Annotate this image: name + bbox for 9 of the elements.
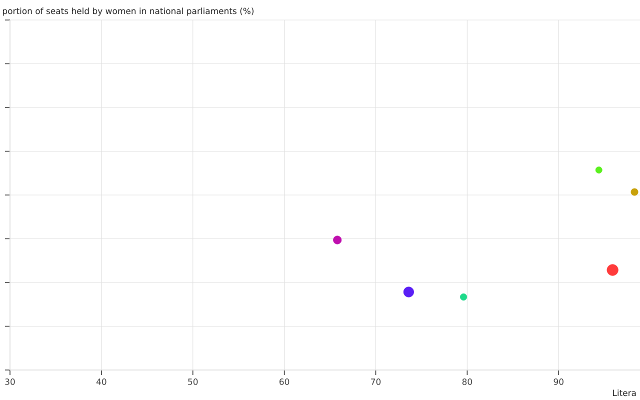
x-tick-label: 90 — [554, 378, 564, 385]
x-tick-label: 70 — [371, 378, 381, 385]
x-tick-label: 40 — [96, 378, 106, 385]
x-tick-label: 30 — [5, 378, 15, 385]
x-tick-label: 60 — [280, 378, 290, 385]
text: portion of seats held by women in national parliaments (%) — [2, 8, 254, 16]
x-tick-label: 50 — [188, 378, 198, 385]
x-tick-label: 80 — [462, 378, 472, 385]
x-axis-title: Litera — [613, 390, 636, 396]
